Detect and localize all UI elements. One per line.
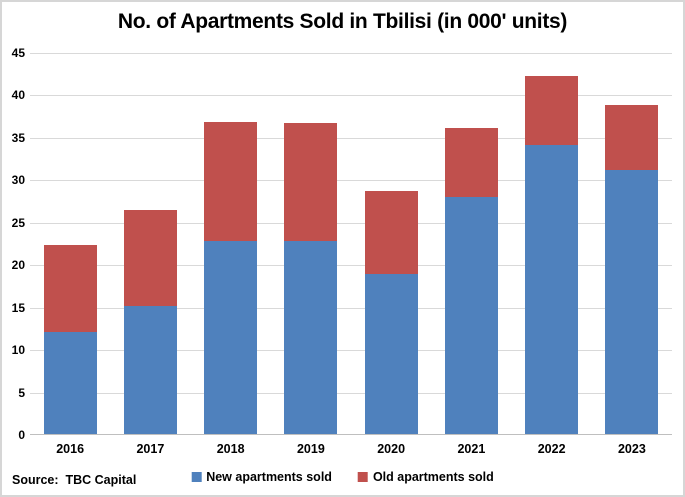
- bar-segment-new-2016: [43, 332, 97, 434]
- x-tick-label-2017: 2017: [136, 442, 165, 456]
- legend-label-old: Old apartments sold: [372, 470, 494, 484]
- gridline-y-10: [30, 350, 672, 351]
- bar-segment-old-2016: [43, 245, 97, 332]
- bar-segment-old-2021: [444, 128, 498, 197]
- y-tick-label-25: 25: [11, 215, 25, 230]
- gridline-y-35: [30, 138, 672, 139]
- gridline-y-30: [30, 180, 672, 181]
- x-tick-label-2018: 2018: [216, 442, 245, 456]
- bar-2017: [110, 53, 190, 434]
- y-tick-label-10: 10: [11, 343, 25, 358]
- bar-2022: [512, 53, 592, 434]
- bar-2018: [191, 53, 271, 434]
- gridline-y-20: [30, 265, 672, 266]
- bar-segment-old-2023: [605, 105, 659, 170]
- x-tick-label-2019: 2019: [296, 442, 325, 456]
- legend-swatch-old-icon: [357, 472, 368, 482]
- legend-entry-new: New apartments sold: [191, 470, 332, 484]
- bar-segment-old-2020: [364, 191, 418, 274]
- chart-title: No. of Apartments Sold in Tbilisi (in 00…: [117, 10, 568, 33]
- bar-segment-old-2017: [123, 210, 177, 306]
- source-note: Source: TBC Capital: [12, 473, 137, 487]
- x-tick-label-2021: 2021: [457, 442, 486, 456]
- bar-2020: [351, 53, 431, 434]
- y-tick-label-5: 5: [18, 385, 25, 400]
- bar-segment-new-2018: [204, 241, 258, 434]
- y-tick-label-20: 20: [11, 258, 25, 273]
- legend: New apartments sold Old apartments sold: [191, 470, 494, 484]
- bar-segment-new-2019: [284, 241, 338, 434]
- legend-label-new: New apartments sold: [206, 470, 332, 484]
- gridline-y-40: [30, 95, 672, 96]
- bar-2023: [592, 53, 672, 434]
- y-tick-label-45: 45: [11, 46, 25, 60]
- x-tick-label-2023: 2023: [617, 442, 646, 456]
- bar-segment-new-2021: [444, 197, 498, 434]
- y-tick-label-0: 0: [18, 428, 25, 442]
- bar-2016: [30, 53, 110, 434]
- x-tick-label-2022: 2022: [537, 442, 566, 456]
- gridline-y-45: [30, 53, 672, 54]
- x-tick-label-2016: 2016: [56, 442, 85, 456]
- bar-segment-new-2023: [605, 170, 659, 434]
- bar-segment-new-2022: [525, 145, 579, 434]
- y-tick-label-40: 40: [11, 88, 25, 103]
- gridline-y-15: [30, 308, 672, 309]
- y-tick-label-35: 35: [11, 130, 25, 145]
- bar-segment-new-2020: [364, 274, 418, 434]
- plot-area: [30, 53, 672, 435]
- bar-2021: [431, 53, 511, 434]
- y-tick-label-30: 30: [11, 173, 25, 188]
- legend-swatch-new-icon: [191, 472, 202, 482]
- gridline-y-25: [30, 223, 672, 224]
- bar-segment-new-2017: [123, 306, 177, 434]
- gridline-y-5: [30, 393, 672, 394]
- y-tick-label-15: 15: [11, 300, 25, 315]
- legend-entry-old: Old apartments sold: [357, 470, 494, 484]
- bar-segment-old-2018: [204, 122, 258, 241]
- x-tick-label-2020: 2020: [377, 442, 406, 456]
- bar-segment-old-2022: [525, 76, 579, 145]
- bar-2019: [271, 53, 351, 434]
- bar-segment-old-2019: [284, 123, 338, 241]
